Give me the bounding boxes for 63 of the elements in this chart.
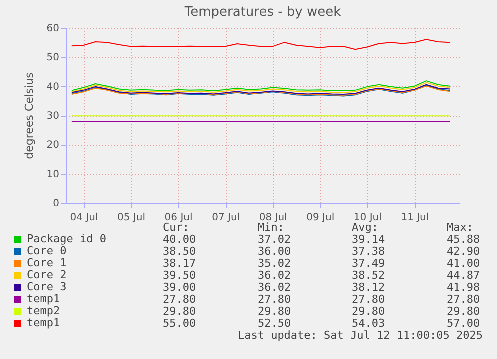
- text: 38.52: [352, 269, 386, 282]
- legend-label: Core 0: [27, 244, 67, 258]
- text: 42.90: [447, 245, 480, 258]
- text: 27.80: [352, 293, 386, 306]
- x-tick-label: 05 Jul: [118, 212, 146, 224]
- text: 27.80: [258, 293, 292, 306]
- x-tick-label: 11 Jul: [401, 212, 430, 224]
- text: 36.02: [258, 269, 292, 282]
- legend-label: Core 3: [27, 280, 67, 294]
- text: 36.00: [258, 245, 292, 258]
- legend-label: temp2: [27, 304, 60, 318]
- text: 29.80: [258, 305, 292, 318]
- text: Cur:: [163, 221, 190, 234]
- text: 57.00: [447, 317, 480, 330]
- text: 29.80: [163, 305, 196, 318]
- text: Avg:: [352, 221, 378, 234]
- text: 27.80: [447, 293, 480, 306]
- x-tick-label: 07 Jul: [212, 212, 240, 224]
- text: Last update: Sat Jul 12 11:00:05 2025: [238, 329, 483, 342]
- text: 41.00: [447, 257, 480, 270]
- x-tick-label: 09 Jul: [306, 212, 335, 224]
- legend-label: temp1: [27, 316, 60, 330]
- y-tick-label: 30: [46, 111, 60, 122]
- x-tick-label: 08 Jul: [259, 212, 288, 224]
- legend-label: Package id 0: [27, 232, 106, 246]
- text: 55.00: [163, 317, 196, 330]
- text: 54.03: [352, 317, 386, 330]
- x-tick-label: 04 Jul: [70, 212, 98, 224]
- legend-label: Core 2: [27, 268, 67, 282]
- text: 29.80: [447, 305, 480, 318]
- line-series: [71, 39, 451, 50]
- text: Min:: [258, 221, 284, 234]
- y-tick-label: 50: [46, 52, 60, 64]
- text: 36.02: [258, 281, 292, 294]
- text: 40.00: [163, 233, 196, 246]
- y-axis-title: degrees Celsius: [22, 72, 36, 160]
- text: 38.50: [163, 245, 196, 258]
- y-tick-label: 60: [46, 24, 60, 34]
- y-tick-label: 20: [46, 140, 60, 152]
- text: Max:: [447, 221, 474, 234]
- text: 27.80: [163, 293, 196, 306]
- text: 29.80: [352, 305, 386, 318]
- text: 37.49: [352, 257, 386, 270]
- y-tick-label: 10: [46, 169, 60, 180]
- legend-label: Core 1: [27, 256, 67, 270]
- text: 37.02: [258, 233, 292, 246]
- text: 37.38: [352, 245, 386, 258]
- x-tick-label: 10 Jul: [354, 212, 382, 224]
- y-tick-label: 40: [46, 82, 60, 93]
- x-tick-label: 06 Jul: [164, 212, 193, 224]
- text: 39.50: [163, 269, 196, 282]
- text: 35.02: [258, 257, 292, 270]
- text: 39.14: [352, 233, 386, 246]
- legend-label: temp1: [27, 292, 60, 306]
- text: 39.00: [163, 281, 196, 294]
- text: 44.87: [447, 269, 480, 282]
- y-tick-label: 0: [53, 198, 60, 210]
- text: 41.98: [447, 281, 480, 294]
- text: 45.88: [447, 233, 480, 246]
- text: 38.12: [352, 281, 386, 294]
- chart-title: Temperatures - by week: [184, 5, 342, 20]
- text: 38.17: [163, 257, 196, 270]
- text: 52.50: [258, 317, 292, 330]
